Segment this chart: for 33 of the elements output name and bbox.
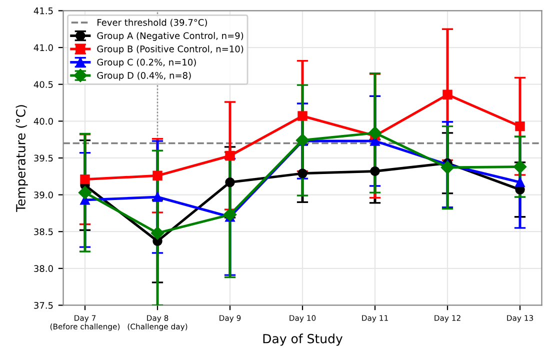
y-tick-label: 38.5: [34, 228, 53, 236]
y-tick-label: 40.5: [34, 81, 53, 88]
point: [298, 111, 308, 121]
y-tick-label: 41.0: [34, 44, 53, 52]
y-tick-label: 38.0: [34, 265, 53, 272]
point: [442, 90, 452, 100]
point: [150, 226, 164, 240]
legend-label: Group C (0.2%, n=10): [97, 58, 196, 68]
point: [515, 121, 525, 132]
legend-label: Fever threshold (39.7°C): [98, 18, 207, 27]
point: [225, 177, 235, 188]
legend-label: Group A (Negative Control, n=9): [97, 32, 244, 41]
y-tick-label: 40.0: [34, 118, 53, 125]
point: [152, 170, 162, 181]
x-axis-title: Day of Study: [263, 334, 343, 346]
legend-label: Group B (Positive Control, n=10): [97, 45, 244, 54]
point: [515, 177, 525, 188]
point: [298, 168, 308, 178]
y-tick-label: 37.5: [34, 302, 53, 309]
legend-label: Group D (0.4%, n=8): [97, 72, 191, 81]
point: [223, 208, 237, 222]
point: [513, 160, 527, 174]
point: [152, 192, 162, 202]
y-tick-label: 39.0: [34, 192, 53, 198]
y-tick-label: 39.5: [34, 154, 53, 162]
point: [225, 150, 235, 161]
point: [368, 126, 382, 140]
point: [78, 186, 92, 200]
y-axis-title: Temperature (°C): [16, 105, 28, 212]
point: [80, 174, 90, 184]
point: [440, 160, 454, 174]
y-tick-label: 41.5: [34, 8, 53, 14]
point: [370, 166, 380, 176]
